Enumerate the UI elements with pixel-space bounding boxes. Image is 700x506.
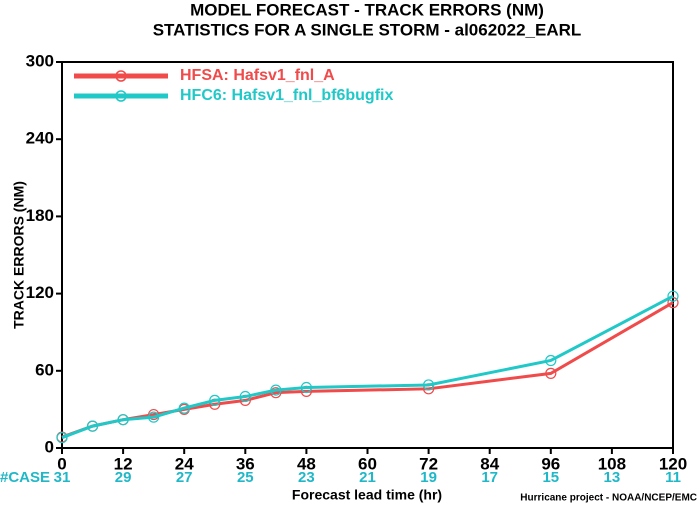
legend-marker [115, 70, 127, 82]
data-point [86, 420, 99, 432]
data-point [545, 354, 557, 367]
y-tick-label: 240 [26, 129, 54, 148]
data-point [117, 414, 129, 426]
x-tick-label: 60 [358, 454, 377, 473]
case-label: #CASE [0, 469, 50, 486]
series-line [61, 294, 674, 440]
x-tick-label: 36 [236, 454, 255, 473]
y-tick-label: 300 [26, 51, 54, 70]
legend-label: HFSA: Hafsv1_fnl_A [180, 67, 335, 84]
x-tick-label: 108 [598, 454, 626, 473]
x-tick-label: 12 [114, 454, 133, 473]
data-point [545, 367, 557, 379]
chart-subtitle: STATISTICS FOR A SINGLE STORM - al062022… [153, 20, 582, 39]
case-count: 19 [420, 469, 437, 486]
case-count: 29 [115, 469, 132, 486]
y-tick-label: 120 [26, 283, 54, 302]
x-tick-label: 84 [480, 454, 499, 473]
case-count: 25 [237, 469, 254, 486]
x-tick-label: 24 [175, 454, 194, 473]
case-count: 23 [298, 469, 315, 486]
case-count: 11 [665, 469, 681, 486]
credit: Hurricane project - NOAA/NCEP/EMC [520, 493, 697, 504]
data-point [178, 402, 190, 414]
x-tick-label: 0 [57, 454, 66, 473]
case-count: 31 [54, 469, 71, 486]
case-count: 15 [542, 469, 559, 486]
case-count: 17 [481, 469, 498, 486]
data-point [239, 390, 251, 403]
x-tick-label: 120 [659, 454, 687, 473]
data-point [56, 432, 68, 444]
case-count: 21 [359, 469, 376, 486]
y-tick-label: 180 [26, 206, 54, 225]
legend-marker [115, 90, 127, 102]
chart-title: MODEL FORECAST - TRACK ERRORS (NM) [190, 0, 544, 19]
data-point [148, 411, 160, 423]
data-point [667, 290, 679, 302]
x-axis-title: Forecast lead time (hr) [292, 487, 442, 503]
data-point [423, 379, 435, 391]
x-tick-label: 96 [541, 454, 560, 473]
data-point [209, 394, 221, 406]
y-tick-label: 60 [35, 360, 54, 379]
x-tick-label: 72 [419, 454, 438, 473]
data-point [270, 384, 282, 396]
x-tick-label: 48 [297, 454, 316, 473]
data-point [300, 381, 312, 394]
legend-label: HFC6: Hafsv1_fnl_bf6bugfix [180, 87, 393, 104]
y-tick-label: 0 [45, 437, 54, 456]
case-count: 13 [604, 469, 621, 486]
y-axis-title: TRACK ERRORS (NM) [11, 181, 27, 329]
case-count: 27 [176, 469, 193, 486]
